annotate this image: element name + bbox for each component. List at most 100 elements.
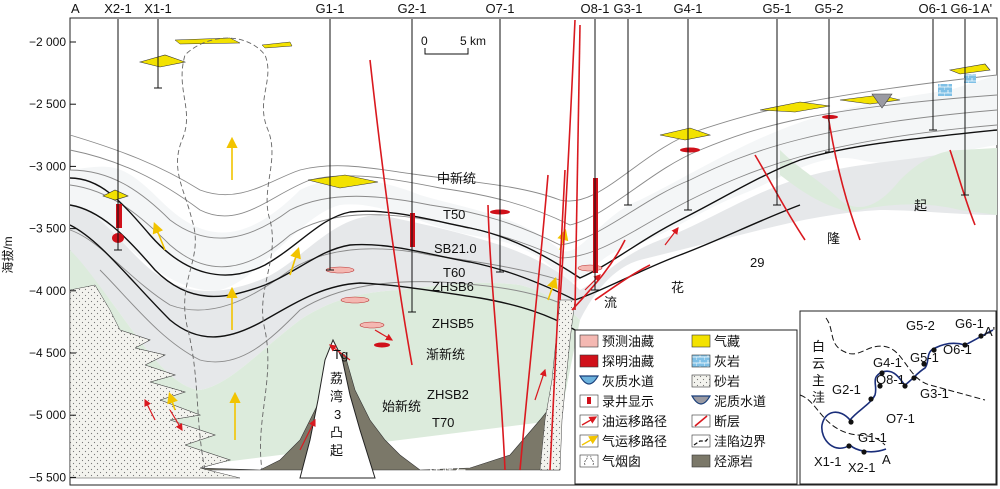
label-t70: T70 — [432, 415, 454, 430]
y-tick-label: −2 500 — [29, 97, 66, 111]
liwan-char-5: 起 — [330, 444, 343, 459]
legend-mud-channel: 泥质水道 — [714, 395, 766, 410]
y-tick-label: −5 000 — [29, 408, 66, 422]
label-eocene: 始新统 — [382, 399, 421, 415]
reservoir-lenses — [112, 115, 838, 348]
wells: X2-1 X1-1 G1-1 G2-1 O7-1 O8-1 G3-1 G4-1 G5-1 G5-2… — [104, 1, 980, 313]
inset-well-label: X1-1 — [814, 454, 841, 469]
legend-sag-boundary: 洼陷边界 — [714, 435, 766, 450]
inset-map: 白 云 主 洼 G5-2 G6-1 G4-1 G5-1 O6-1 O8-1 G3-1 G2-1… — [799, 310, 997, 485]
inset-end-a-prime: A' — [984, 324, 995, 339]
inset-well-label: X2-1 — [848, 460, 875, 475]
y-tick-label: −2 000 — [29, 35, 66, 49]
endpoint-left: A — [71, 1, 80, 16]
inset-lbl-1: 白 — [812, 339, 825, 355]
legend-fault: 断层 — [714, 415, 740, 430]
label-29: 29 — [750, 255, 764, 270]
label-liu: 流 — [604, 296, 617, 311]
liwan-char-2: 湾 — [330, 389, 343, 405]
y-axis-title: 海拔/m — [0, 236, 15, 273]
label-sb21: SB21.0 — [434, 241, 477, 256]
legend-logging: 录井显示 — [602, 395, 654, 410]
oligocene-layer — [70, 148, 997, 390]
y-tick-label: −4 500 — [29, 346, 66, 360]
inset-lbl-2: 云 — [812, 357, 825, 372]
y-tick-label: −4 000 — [29, 284, 66, 298]
inset-well-label: O7-1 — [886, 411, 915, 426]
label-t60: T60 — [443, 265, 465, 280]
liwan-char-4: 凸 — [330, 426, 343, 441]
well-label: G1-1 — [316, 1, 345, 16]
legend-gas-chimney: 气烟囱 — [602, 454, 641, 470]
label-tg: Tg — [333, 347, 348, 362]
legend-source-rock: 烃源岩 — [714, 455, 753, 470]
inset-lbl-3: 主 — [812, 374, 825, 389]
inset-well-label: G5-2 — [906, 318, 935, 333]
scale-label: 5 km — [460, 34, 486, 48]
legend-gas-reservoir: 气藏 — [714, 334, 740, 350]
well-label: G3-1 — [614, 1, 643, 16]
label-zhsb5: ZHSB5 — [432, 316, 474, 331]
label-qi: 起 — [914, 199, 927, 214]
inset-lbl-4: 洼 — [812, 391, 825, 406]
y-tick-label: −5 500 — [29, 470, 66, 484]
legend-proven: 探明油藏 — [602, 355, 654, 370]
legend-gas-migration: 气运移路径 — [602, 434, 667, 450]
label-long: 隆 — [827, 232, 840, 247]
key-horizons — [69, 129, 998, 338]
liwan-char-1: 荔 — [330, 372, 343, 387]
well-label: G6-1 — [951, 1, 980, 16]
well-label: G5-1 — [763, 1, 792, 16]
limestone-blocks — [938, 74, 976, 96]
gas-migration-arrows — [152, 136, 569, 440]
sandstone-wedge-right — [539, 299, 576, 471]
well-label: O8-1 — [581, 1, 610, 16]
legend-predicted: 预测油藏 — [602, 335, 654, 350]
well-label: X2-1 — [104, 1, 131, 16]
mudstone-channel — [871, 93, 893, 109]
legend-oil-migration: 油运移路径 — [602, 414, 667, 430]
well-label: G5-2 — [815, 1, 844, 16]
inset-well-label: G6-1 — [955, 316, 984, 331]
inset-end-a: A — [882, 452, 891, 467]
liwan-char-3: 3 — [334, 407, 341, 422]
label-hua: 花 — [671, 280, 684, 296]
legend: 预测油藏 探明油藏 灰质水道 录井显示 油运移路径 气运移路径 气烟囱 气藏 灰… — [574, 329, 798, 485]
well-label: G4-1 — [674, 1, 703, 16]
inset-well-label: G5-1 — [910, 350, 939, 365]
label-oligocene: 渐新统 — [426, 347, 465, 363]
faults — [369, 19, 976, 471]
inset-well-label: G3-1 — [920, 386, 949, 401]
oil-migration-arrows — [144, 227, 679, 451]
well-label: O6-1 — [919, 1, 948, 16]
well-label: X1-1 — [144, 1, 171, 16]
y-tick-label: −3 500 — [29, 222, 66, 236]
inset-well-labels: G5-2 G6-1 G4-1 G5-1 O6-1 O8-1 G3-1 G2-1 O7-1 G1-1… — [814, 316, 984, 475]
scale-bar: 0 5 km — [421, 34, 486, 55]
y-axis: −2 000 −2 500 −3 000 −3 500 −4 000 −4 500 −5 0… — [29, 35, 76, 484]
endpoint-right: A' — [981, 1, 992, 16]
right-basement — [780, 148, 997, 215]
well-label: O7-1 — [486, 1, 515, 16]
label-zhsb2: ZHSB2 — [427, 387, 469, 402]
well-label: G2-1 — [398, 1, 427, 16]
sandstone-wedge-left — [69, 284, 241, 479]
source-label-1: 白云主洼 — [425, 443, 477, 459]
gas-reservoirs — [102, 37, 991, 201]
scale-zero: 0 — [421, 34, 428, 48]
inset-well-label: O6-1 — [943, 342, 972, 357]
source-label-2: 烃源岩 — [428, 462, 467, 477]
gas-chimney — [177, 37, 273, 471]
label-zhsb6: ZHSB6 — [432, 279, 474, 294]
y-tick-label: −3 000 — [29, 159, 66, 173]
label-miocene: 中新统 — [437, 171, 476, 187]
inset-well-label: G4-1 — [873, 355, 902, 370]
legend-sandstone: 砂岩 — [714, 375, 740, 390]
legend-calc-channel: 灰质水道 — [602, 375, 654, 390]
inset-well-label: G1-1 — [858, 430, 887, 445]
legend-limestone: 灰岩 — [714, 355, 740, 370]
inset-well-label: O8-1 — [876, 372, 905, 387]
label-t50: T50 — [443, 207, 465, 222]
inset-well-label: G2-1 — [832, 382, 861, 397]
